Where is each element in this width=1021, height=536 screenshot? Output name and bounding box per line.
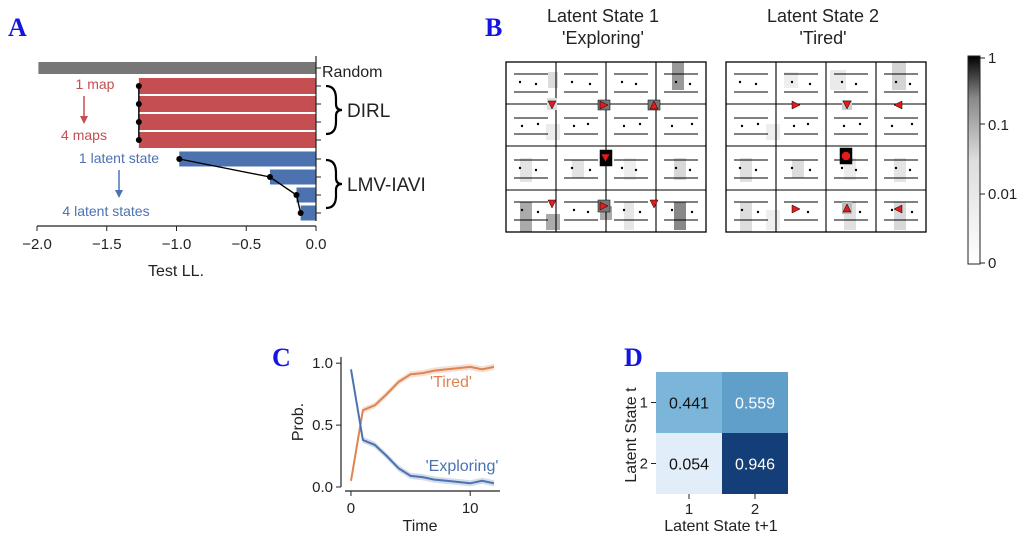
- colorbar-tick-1: 1: [988, 50, 996, 67]
- panel-c-line-chart: 0.0 0.5 1.0 0 10 'Tired' 'Exploring' Time Pr…: [290, 355, 500, 535]
- c-y-tick-label: 1.0: [312, 355, 333, 372]
- state2-title-line2: 'Tired': [799, 28, 846, 48]
- panel-a-connectors: [135, 83, 304, 216]
- panel-c-x-label: Time: [403, 518, 438, 535]
- panel-a-bar-chart: −2.0 −1.5 −1.0 −0.5 0.0 Test LL. Random DIRL…: [22, 56, 426, 280]
- panel-a-x-ticks: −2.0 −1.5 −1.0 −0.5 0.0: [22, 226, 326, 253]
- x-tick-label: −1.0: [162, 236, 192, 253]
- bar-dirl-2-maps: [138, 96, 316, 112]
- c-y-tick-label: 0.0: [312, 479, 333, 496]
- c-y-tick-label: 0.5: [312, 417, 333, 434]
- connector-point: [266, 174, 273, 180]
- panel-a-annotation-1-map: 1 map: [76, 76, 115, 92]
- state2-title-line1: Latent State 2: [767, 6, 879, 26]
- panel-d-y-label: Latent State t: [623, 387, 640, 483]
- d-y-tick-label: 2: [640, 456, 648, 473]
- state1-title-line2: 'Exploring': [562, 28, 644, 48]
- bar-lmv-iavi-1-latent-state: [179, 151, 316, 167]
- bar-lmv-iavi-2-latent-states: [269, 169, 316, 185]
- tired-series-line: [350, 365, 495, 481]
- panel-b-colorbar: 1 0.1 0.01 0: [967, 50, 1017, 272]
- state1-title-line1: Latent State 1: [547, 6, 659, 26]
- exploring-series-line: [350, 369, 495, 485]
- bar-lmv-iavi-4-latent-states: [300, 205, 316, 221]
- heatmap-cell-value: 0.946: [735, 457, 775, 474]
- panel-a-blue-arrowhead: [115, 190, 123, 198]
- d-x-tick-label: 2: [751, 501, 759, 518]
- connector-point: [176, 156, 183, 162]
- tired-series-label: 'Tired': [430, 374, 472, 391]
- panel-a-annotation-1-latent: 1 latent state: [79, 150, 159, 166]
- heatmap-cell-2-2: [722, 433, 788, 494]
- panel-b-letter: B: [485, 13, 502, 42]
- heatmap-cell-1-1: [656, 372, 722, 433]
- panel-a-annotation-4-latent: 4 latent states: [62, 203, 149, 219]
- panel-a-category-lmv: LMV-IAVI: [347, 175, 426, 196]
- x-tick-label: −1.5: [92, 236, 122, 253]
- panel-a-red-arrowhead: [80, 116, 88, 124]
- panel-a-letter: A: [8, 13, 27, 42]
- bar-dirl-3-maps: [138, 114, 316, 130]
- panel-c-y-label: Prob.: [290, 403, 307, 441]
- connector-point: [297, 210, 304, 216]
- panel-c-letter: C: [272, 343, 291, 372]
- heatmap-cell-value: 0.559: [735, 396, 775, 413]
- exploring-series-label: 'Exploring': [426, 458, 499, 475]
- panel-c-ticks: 0.0 0.5 1.0 0 10: [312, 355, 478, 517]
- heatmap-cell-2-1: [656, 433, 722, 494]
- panel-a-bars: [38, 62, 317, 221]
- bar-dirl-4-maps: [138, 132, 316, 148]
- state2-maze-map: [725, 61, 927, 233]
- panel-d-cells: 0.441 0.559 0.054 0.946: [656, 372, 788, 494]
- x-tick-label: −0.5: [231, 236, 261, 253]
- x-tick-label: −2.0: [22, 236, 52, 253]
- connector-point: [135, 83, 142, 89]
- d-y-tick-label: 1: [640, 395, 648, 412]
- panel-a-y-ticks: [316, 67, 321, 214]
- bar-dirl-1-map: [138, 78, 316, 94]
- panel-d-letter: D: [624, 343, 643, 372]
- colorbar-tick-0.01: 0.01: [988, 186, 1017, 203]
- panel-a-x-label: Test LL.: [148, 263, 204, 280]
- panel-a-category-random: Random: [322, 64, 382, 81]
- connector-point: [135, 119, 142, 125]
- heatmap-cell-value: 0.054: [669, 457, 709, 474]
- state1-maze-map: [505, 61, 707, 233]
- lmv-connector-line: [179, 158, 302, 214]
- c-x-tick-label: 0: [347, 500, 355, 517]
- connector-point: [135, 101, 142, 107]
- panel-d-heatmap: 0.441 0.559 0.054 0.946 1 2 1 2 Latent State t…: [623, 372, 788, 535]
- heatmap-cell-1-2: [722, 372, 788, 433]
- colorbar-tick-0: 0: [988, 255, 996, 272]
- bar-random: [38, 62, 317, 74]
- panel-a-annotation-4-maps: 4 maps: [61, 127, 107, 143]
- connector-point: [135, 137, 142, 143]
- x-tick-label: 0.0: [306, 236, 327, 253]
- d-x-tick-label: 1: [685, 501, 693, 518]
- panel-d-ticks: 1 2 1 2: [640, 395, 760, 519]
- panel-a-dirl-brace: [325, 84, 343, 136]
- heatmap-cell-value: 0.441: [669, 396, 709, 413]
- c-x-tick-label: 10: [462, 500, 479, 517]
- bar-lmv-iavi-3-latent-states: [296, 187, 316, 203]
- panel-a-lmv-brace: [325, 158, 343, 210]
- panel-a-category-dirl: DIRL: [347, 101, 390, 122]
- panel-d-x-label: Latent State t+1: [664, 518, 778, 535]
- colorbar-tick-0.1: 0.1: [988, 117, 1009, 134]
- connector-point: [293, 192, 300, 198]
